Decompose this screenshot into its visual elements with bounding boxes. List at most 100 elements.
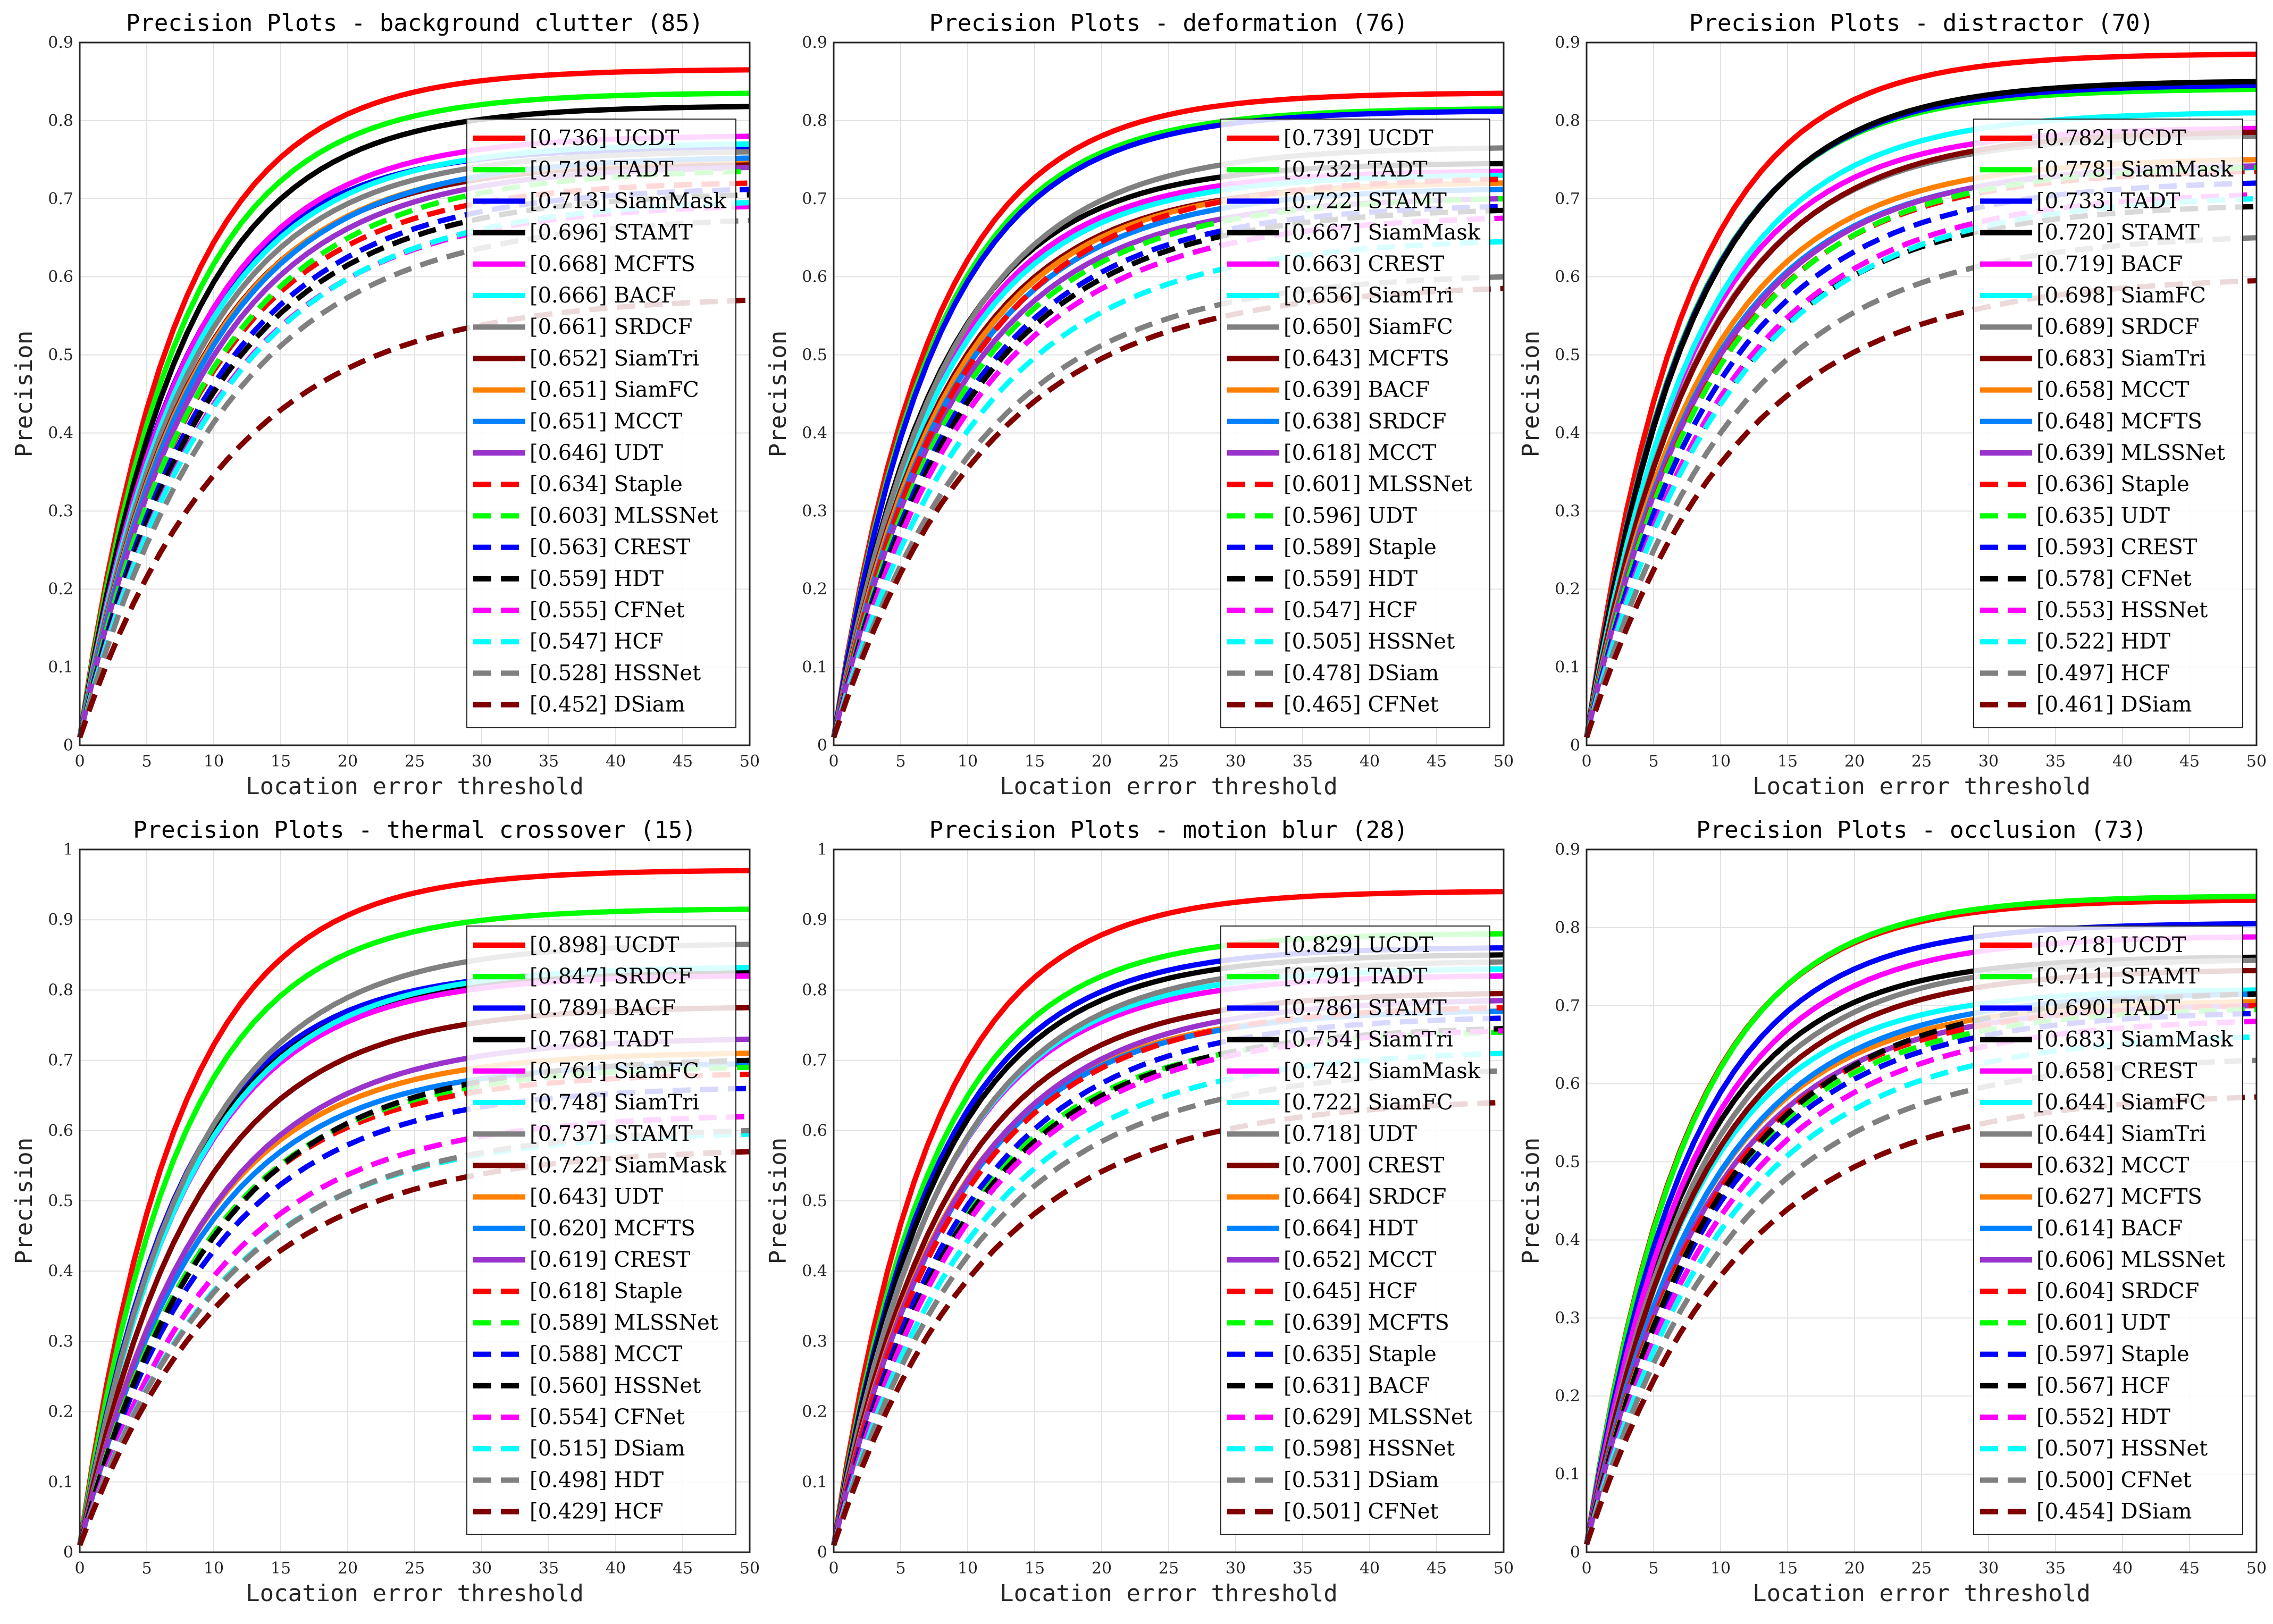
y-tick-label: 0.5 [48,1192,73,1210]
axes-frame [833,41,1505,746]
y-tick-label: 0.4 [48,424,73,442]
axes-frame [833,848,1505,1553]
y-tick-label: 0.7 [802,1051,827,1070]
legend-label: [0.554] CFNet [530,1405,685,1429]
y-tick-label: 0.5 [1555,1153,1580,1172]
y-tick-label: 0.4 [802,1262,827,1281]
x-tick-label: 50 [740,1559,760,1578]
x-tick-label: 30 [472,1559,492,1578]
y-tick-label: 0.6 [1555,268,1580,287]
legend-label: [0.461] DSiam [2036,693,2192,717]
x-tick-label: 10 [958,752,978,771]
x-tick-label: 35 [2045,752,2066,771]
legend-label: [0.629] MLSSNet [1284,1405,1472,1429]
y-tick-label: 0.2 [802,1403,827,1421]
series-line-ucdt [831,889,1504,1546]
y-tick-label: 0.3 [48,1332,73,1351]
x-tick-label: 10 [958,1559,978,1578]
legend-label: [0.528] HSSNet [530,661,701,685]
y-tick-label: 0.4 [802,424,827,442]
x-tick-label: 20 [338,1559,358,1578]
x-tick-label: 40 [1360,1559,1380,1578]
x-tick-label: 50 [2246,1559,2267,1578]
legend-label: [0.589] MLSSNet [530,1310,718,1335]
series-line-mlssnet [831,176,1504,738]
y-tick-label: 0.1 [802,658,827,677]
y-tick-label: 0.4 [1555,1231,1580,1249]
series-line-stamt [831,108,1504,738]
legend-label: [0.588] MCCT [530,1342,683,1367]
legend-label: [0.664] HDT [1284,1216,1418,1241]
x-tick-label: 0 [828,1559,838,1578]
x-tick-label: 15 [1025,752,1045,771]
legend-label: [0.639] MLSSNet [2036,441,2225,465]
legend-label: [0.559] HDT [530,567,664,591]
legend-label: [0.614] BACF [2036,1216,2183,1241]
x-tick-label: 20 [1844,1559,1865,1578]
y-tick-label: 0.7 [1555,190,1580,208]
x-tick-label: 15 [1777,1559,1798,1578]
legend-label: [0.635] UDT [2036,503,2170,528]
legend-label: [0.465] CFNet [1284,693,1439,717]
legend-label: [0.619] CREST [530,1248,691,1272]
legend-label: [0.789] BACF [530,996,676,1020]
axes-frame [1586,848,2258,1553]
x-tick-label: 40 [606,752,626,771]
legend-label: [0.531] DSiam [1284,1468,1439,1492]
legend-label: [0.601] MLSSNet [1284,472,1472,497]
x-axis-label: Location error threshold [1000,1580,1338,1607]
x-tick-label: 0 [1581,1559,1591,1578]
legend-label: [0.638] SRDCF [1284,409,1446,434]
axes-frame [79,848,751,1553]
legend-label: [0.644] SiamTri [2036,1122,2206,1146]
chart-title: Precision Plots - distractor (70) [1689,10,2154,37]
x-tick-label: 15 [1777,752,1798,771]
legend-label: [0.651] SiamFC [530,378,699,402]
legend-label: [0.497] HCF [2036,661,2170,685]
x-tick-label: 30 [1978,1559,1999,1578]
y-tick-label: 0.1 [1555,658,1580,677]
legend-label: [0.698] SiamFC [2036,283,2206,308]
legend-label: [0.683] SiamMask [2036,1028,2234,1052]
legend-label: [0.522] HDT [2036,629,2170,654]
chart-panel-5: 0 5 10 15 20 25 30 35 40 45 50 0 0.1 0.2 0.3 0.4 0.5 0.6 0… [765,817,1514,1607]
x-tick-label: 45 [2179,1559,2200,1578]
x-tick-label: 10 [1710,1559,1731,1578]
y-tick-label: 0.7 [802,190,827,208]
legend-label: [0.553] HSSNet [2036,598,2208,622]
chart-panel-2: 0 5 10 15 20 25 30 35 40 45 50 0 0.1 0.2 0.3 0.4 0.5 0.6 0… [765,10,1514,800]
x-tick-label: 25 [1159,1559,1179,1578]
chart-title: Precision Plots - thermal crossover (15) [133,817,697,844]
series-line-dsiam [831,1068,1504,1546]
legend-label: [0.555] CFNet [530,598,685,622]
x-tick-label: 5 [1648,1559,1658,1578]
axes-frame [79,41,751,746]
y-tick-label: 0.1 [48,1473,73,1492]
legend-label: [0.601] UDT [2036,1310,2170,1335]
legend-label: [0.552] HDT [2036,1405,2170,1429]
x-tick-label: 30 [1226,752,1246,771]
legend-label: [0.563] CREST [530,535,691,560]
legend-label: [0.718] UDT [1284,1122,1417,1146]
y-tick-label: 0.5 [802,1192,827,1210]
legend-label: [0.631] BACF [1284,1374,1430,1398]
series-line-srdcf [77,906,750,1546]
x-tick-label: 0 [1581,752,1591,771]
x-tick-label: 5 [895,1559,905,1578]
x-tick-label: 45 [673,1559,693,1578]
legend-label: [0.689] SRDCF [2036,315,2199,339]
y-axis-label: Precision [11,1138,38,1264]
legend-label: [0.639] MCFTS [1284,1310,1449,1335]
legend-label: [0.636] Staple [2036,472,2190,497]
chart-panel-1: 0 5 10 15 20 25 30 35 40 45 50 0 0.1 0.2 0.3 0.4 0.5 0.6 0… [11,10,760,800]
y-tick-label: 0.8 [802,981,827,999]
series-line-staple [831,1015,1504,1546]
legend-label: [0.768] TADT [530,1028,674,1052]
series-line-mcct [77,1086,750,1546]
x-tick-label: 5 [895,752,905,771]
legend-label: [0.634] Staple [530,472,683,497]
legend-label: [0.696] STAMT [530,221,693,245]
legend-label: [0.454] DSiam [2036,1500,2192,1524]
y-tick-label: 0.2 [1555,580,1580,599]
